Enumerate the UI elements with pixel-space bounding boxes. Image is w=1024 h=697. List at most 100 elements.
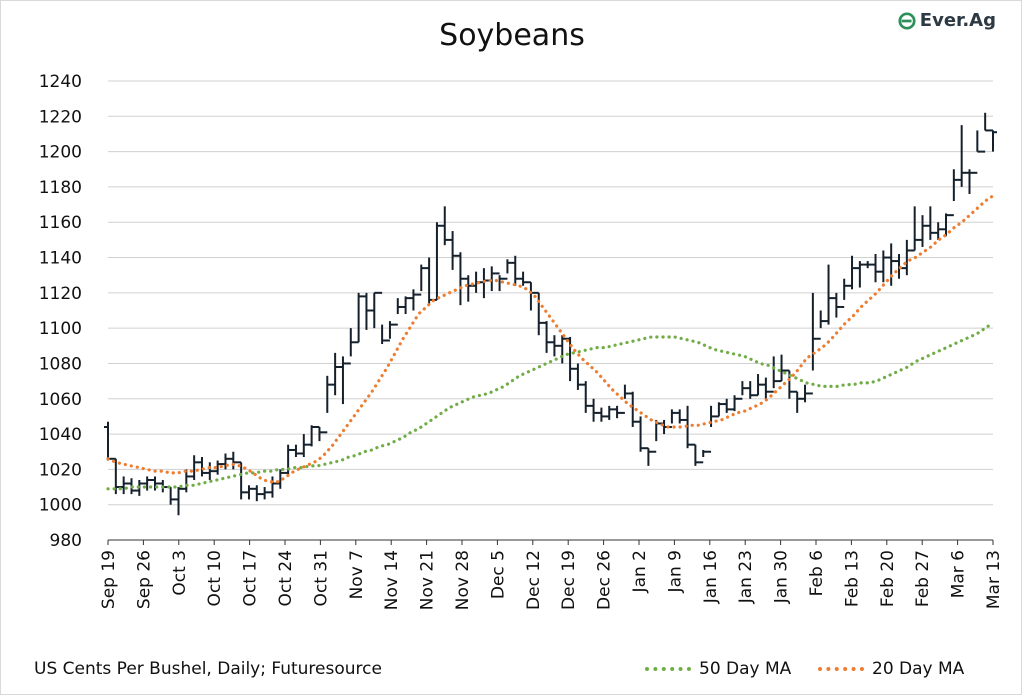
price-bar-21 — [268, 476, 277, 498]
price-bar-96 — [855, 261, 864, 288]
x-tick-label-22: Feb 20 — [878, 550, 898, 607]
price-bar-5 — [143, 476, 152, 491]
price-bar-9 — [174, 487, 183, 516]
price-bar-62 — [589, 398, 598, 422]
y-tick-label-1180: 1180 — [39, 178, 82, 198]
brand-logo: Ever.Ag — [898, 10, 996, 31]
price-bar-90 — [808, 292, 817, 395]
x-tick-label-15: Jan 2 — [630, 550, 650, 593]
y-tick-label-1000: 1000 — [39, 496, 82, 516]
legend-label-20-day-ma: 20 Day MA — [872, 659, 965, 679]
price-bar-78 — [714, 402, 723, 418]
brand-logo-text: Ever.Ag — [919, 10, 996, 31]
price-bar-49 — [487, 266, 496, 292]
price-bar-61 — [581, 381, 590, 413]
price-bar-18 — [244, 485, 253, 500]
price-bar-51 — [503, 259, 512, 280]
price-bar-1 — [111, 457, 120, 495]
price-bar-69 — [644, 447, 653, 466]
y-tick-label-1060: 1060 — [39, 390, 82, 410]
x-tick-label-23: Feb 27 — [913, 550, 933, 607]
price-bar-26 — [307, 425, 316, 447]
price-bars — [104, 112, 997, 516]
price-bar-17 — [237, 461, 246, 500]
legend-item-50-day-ma: 50 Day MA — [645, 659, 791, 679]
price-bar-34 — [370, 291, 379, 329]
price-bar-106 — [934, 222, 943, 240]
x-tick-label-6: Oct 31 — [311, 550, 331, 606]
x-tick-label-24: Mar 6 — [949, 550, 969, 598]
price-bar-103 — [910, 206, 919, 252]
price-bar-52 — [511, 255, 520, 286]
y-tick-label-1140: 1140 — [39, 249, 82, 269]
price-bar-11 — [190, 455, 199, 480]
y-axis: 980 1000 1020 1040 1060 1080 1100 1120 1140 1160 1… — [39, 72, 82, 551]
price-bar-98 — [871, 254, 880, 283]
price-bar-110 — [965, 169, 974, 194]
price-bar-70 — [652, 419, 661, 453]
legend-label-50-day-ma: 50 Day MA — [699, 659, 792, 679]
x-tick-label-1: Sep 26 — [134, 550, 154, 609]
price-bar-63 — [597, 407, 606, 422]
price-bar-19 — [252, 485, 261, 502]
price-bar-93 — [832, 292, 841, 318]
price-bar-67 — [628, 391, 637, 428]
price-bar-80 — [730, 395, 739, 412]
x-tick-label-25: Mar 13 — [984, 550, 1004, 609]
y-tick-label-1100: 1100 — [39, 319, 82, 339]
price-bar-89 — [801, 384, 810, 403]
x-tick-label-21: Feb 13 — [842, 550, 862, 607]
y-tick-label-1080: 1080 — [39, 354, 82, 374]
price-bar-32 — [354, 292, 363, 344]
y-tick-label-1220: 1220 — [39, 107, 82, 127]
price-bar-43 — [440, 206, 449, 246]
price-bar-58 — [558, 335, 567, 364]
x-tick-label-8: Nov 14 — [382, 550, 402, 610]
source-note: US Cents Per Bushel, Daily; Futuresource — [34, 659, 382, 679]
price-bar-39 — [409, 289, 418, 311]
x-tick-label-7: Nov 7 — [347, 550, 367, 599]
price-bar-28 — [323, 375, 332, 434]
x-tick-label-11: Dec 5 — [488, 550, 508, 599]
price-bar-105 — [926, 206, 935, 240]
price-bar-40 — [417, 264, 426, 296]
price-bar-24 — [291, 444, 300, 458]
legend-item-20-day-ma: 20 Day MA — [818, 659, 964, 679]
price-bar-112 — [981, 112, 990, 153]
price-bar-76 — [699, 449, 708, 464]
legend-swatch-20-day-ma — [818, 667, 864, 671]
x-tick-label-18: Jan 23 — [736, 550, 756, 604]
price-bar-6 — [150, 476, 159, 491]
price-bar-36 — [385, 321, 394, 342]
price-bar-53 — [519, 271, 528, 286]
moving-averages — [106, 194, 995, 491]
price-bar-99 — [879, 250, 888, 283]
x-tick-label-19: Jan 30 — [772, 550, 792, 604]
price-bar-73 — [675, 409, 684, 424]
price-bar-31 — [346, 328, 355, 365]
x-tick-label-14: Dec 26 — [595, 550, 615, 610]
price-bar-13 — [205, 462, 214, 480]
price-bar-107 — [942, 213, 951, 237]
price-bar-95 — [848, 255, 857, 290]
price-bar-59 — [566, 336, 575, 382]
price-bar-16 — [229, 451, 238, 470]
price-bar-88 — [793, 390, 802, 413]
x-tick-label-12: Dec 12 — [524, 550, 544, 610]
price-bar-0 — [104, 421, 112, 461]
price-bar-50 — [495, 272, 504, 292]
price-bar-42 — [432, 222, 441, 301]
price-bar-48 — [479, 268, 488, 299]
x-tick-label-9: Nov 21 — [418, 550, 438, 610]
price-bar-84 — [761, 377, 770, 399]
price-bar-29 — [331, 352, 340, 396]
price-bar-97 — [863, 261, 872, 269]
price-bar-68 — [636, 416, 645, 452]
price-bar-23 — [284, 444, 293, 477]
price-bar-15 — [221, 453, 230, 470]
price-bar-92 — [824, 264, 833, 325]
price-bar-45 — [456, 252, 465, 306]
price-bar-22 — [276, 469, 285, 489]
